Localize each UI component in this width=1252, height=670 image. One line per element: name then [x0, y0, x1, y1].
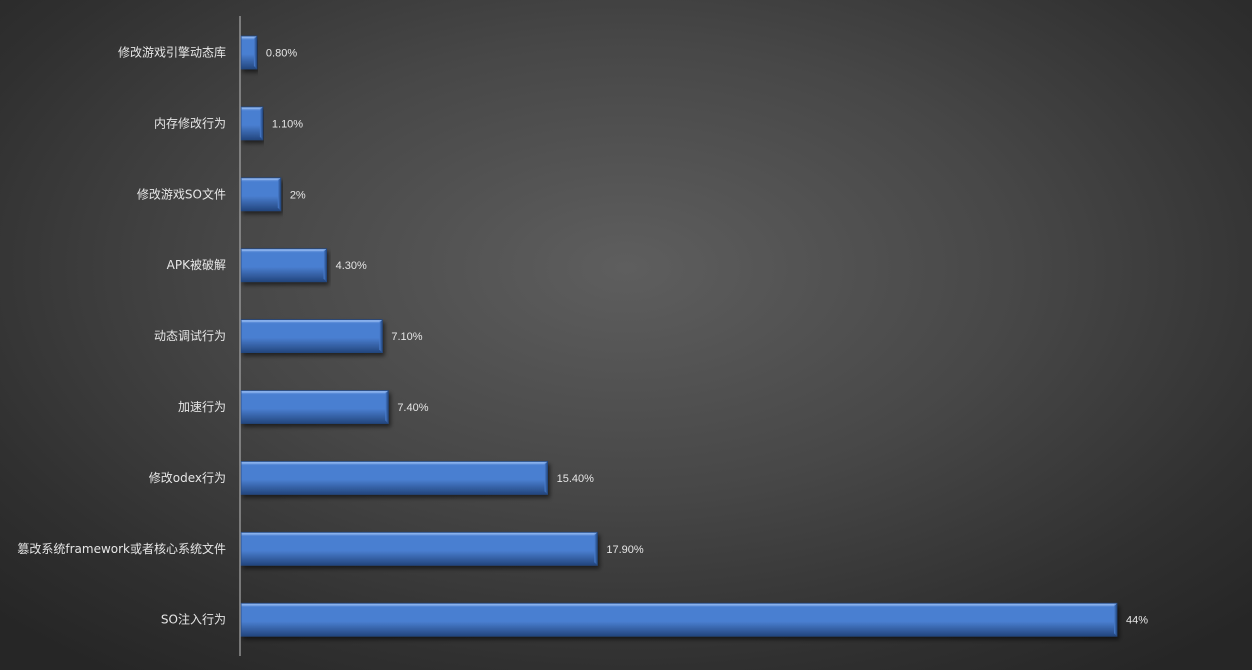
value-label: 4.30%	[336, 260, 367, 272]
bar-face	[240, 106, 264, 141]
category-label: 内存修改行为	[154, 115, 226, 130]
value-label: 17.90%	[606, 544, 644, 556]
bar-face	[240, 602, 1118, 637]
bar	[240, 319, 383, 354]
bar-end-bevel	[385, 390, 389, 424]
bar-end-bevel	[277, 177, 281, 211]
bar-end-bevel	[544, 461, 548, 495]
bar	[240, 602, 1118, 637]
value-label: 15.40%	[557, 473, 595, 485]
bar	[240, 177, 282, 212]
value-label: 0.80%	[266, 48, 297, 60]
bar-face	[240, 390, 389, 424]
bar-end-bevel	[379, 319, 383, 353]
bar-face	[240, 319, 383, 354]
bar-end-bevel	[259, 106, 263, 140]
bar-end-bevel	[1114, 603, 1117, 637]
bar	[240, 390, 389, 424]
category-label: SO注入行为	[161, 612, 226, 627]
value-label: 7.10%	[391, 331, 422, 343]
category-label: 修改游戏引擎动态库	[118, 45, 226, 60]
category-label: APK被破解	[167, 257, 226, 272]
bars-layer	[240, 35, 1118, 637]
value-label: 1.10%	[272, 118, 303, 130]
category-label: 加速行为	[178, 400, 226, 414]
category-label: 动态调试行为	[154, 328, 226, 343]
bar-end-bevel	[323, 248, 327, 282]
bar-face	[240, 531, 598, 566]
bar-face	[240, 248, 328, 283]
bar-face	[240, 460, 549, 495]
category-label: 修改odex行为	[149, 470, 226, 485]
value-label: 2%	[290, 189, 306, 201]
bar-face	[240, 177, 282, 212]
bar-end-bevel	[594, 532, 598, 566]
bar-end-bevel	[253, 36, 257, 69]
category-label: 篡改系统framework或者核心系统文件	[17, 541, 226, 556]
bar	[240, 531, 598, 566]
bar	[240, 35, 258, 70]
bar	[240, 460, 549, 495]
labels-layer: 修改游戏引擎动态库 0.80% 内存修改行为 1.10% 修改游戏SO文件 2% APK被破…	[17, 45, 1148, 627]
bar	[240, 106, 264, 141]
value-label: 44%	[1126, 615, 1148, 627]
value-label: 7.40%	[397, 402, 428, 414]
bar	[240, 248, 328, 283]
category-label: 修改游戏SO文件	[137, 186, 226, 201]
